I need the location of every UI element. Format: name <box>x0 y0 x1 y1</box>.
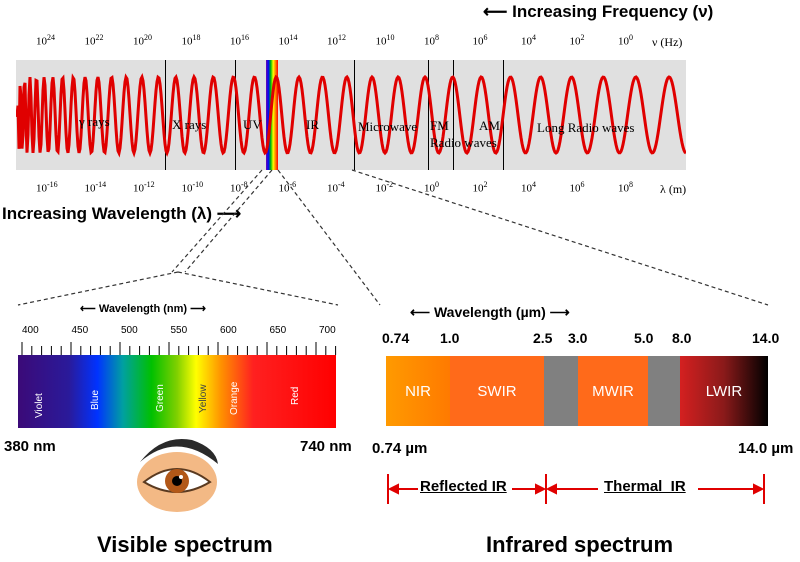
um-tick-3: 3.0 <box>568 330 588 346</box>
mwir-label: MWIR <box>592 382 634 400</box>
wave-tick-1: 10-14 <box>84 180 107 195</box>
uv-label: UV <box>243 117 262 132</box>
wavelength-title: Increasing Wavelength (λ) <box>2 204 213 223</box>
lwir-segment: LWIR <box>680 356 768 426</box>
freq-tick-6: 1012 <box>327 33 346 48</box>
long-radio-waves-label: Long Radio waves <box>537 120 635 135</box>
eye-icon <box>137 438 218 512</box>
fm-label: FM <box>430 118 449 133</box>
wavelength-unit: λ (m) <box>660 182 687 196</box>
visible-caption: Visible spectrum <box>97 532 273 557</box>
freq-tick-4: 1016 <box>230 33 249 48</box>
freq-tick-10: 104 <box>521 33 536 48</box>
wave-tick-8: 100 <box>424 180 439 195</box>
left-arrow-icon: ⟵ <box>410 304 431 320</box>
visible-axis-title: ⟵ Wavelength (nm) ⟶ <box>80 302 206 315</box>
nm-tick-6: 700 <box>319 325 336 336</box>
radio-waves-label: Radio waves <box>430 135 497 150</box>
orange-label: Orange <box>229 381 240 415</box>
visible-right-label: 740 nm <box>300 438 352 455</box>
mwir-segment: MWIR <box>578 356 648 426</box>
wave-tick-12: 108 <box>618 180 633 195</box>
nm-tick-1: 450 <box>71 325 89 336</box>
red-label: Red <box>290 386 301 405</box>
nm-tick-5: 650 <box>269 325 287 336</box>
right-arrow-icon: ⟶ <box>549 304 570 320</box>
wave-tick-9: 102 <box>472 180 488 195</box>
divider-gamma-x <box>165 60 166 170</box>
gap-segment-1 <box>544 356 578 426</box>
x-rays-label: X rays <box>172 117 207 132</box>
divider-fm-am <box>453 60 454 170</box>
freq-tick-2: 1020 <box>133 33 152 48</box>
visible-spectrum-bar <box>18 355 336 428</box>
infrared-right-label: 14.0 µm <box>738 440 794 457</box>
frequency-title: Increasing Frequency (ν) <box>512 2 714 21</box>
left-arrow-icon: ⟵ <box>483 2 508 21</box>
um-tick-1: 1.0 <box>440 330 460 346</box>
infrared-left-label: 0.74 µm <box>372 440 428 457</box>
um-tick-5: 8.0 <box>672 330 692 346</box>
wave-tick-6: 10-4 <box>327 180 345 195</box>
wave-tick-0: 10-16 <box>36 180 58 195</box>
right-arrow-icon: ⟶ <box>190 303 206 315</box>
visible-ruler <box>21 342 337 355</box>
nir-label: NIR <box>405 382 431 400</box>
wavelength-arrow-title: Increasing Wavelength (λ) ⟶ <box>2 204 241 224</box>
freq-tick-1: 1022 <box>84 33 104 48</box>
freq-tick-3: 1018 <box>181 33 201 48</box>
frequency-unit: ν (Hz) <box>652 35 683 49</box>
left-arrow-icon: ⟵ <box>80 303 96 315</box>
nm-tick-2: 500 <box>121 325 138 336</box>
swir-label: SWIR <box>477 382 517 400</box>
um-tick-2: 2.5 <box>533 330 553 346</box>
blue-label: Blue <box>90 389 101 410</box>
nm-tick-3: 550 <box>170 325 188 336</box>
um-tick-4: 5.0 <box>634 330 654 346</box>
wave-tick-7: 10-2 <box>375 180 394 195</box>
right-arrow-icon: ⟶ <box>216 204 242 223</box>
nir-segment: NIR <box>386 356 450 426</box>
freq-tick-5: 1014 <box>278 33 298 48</box>
ir-label: IR <box>306 117 319 132</box>
gap-segment-2 <box>648 356 680 426</box>
freq-tick-0: 1024 <box>36 33 55 48</box>
violet-label: Violet <box>34 393 45 418</box>
wave-tick-2: 10-12 <box>133 180 155 195</box>
freq-tick-12: 100 <box>618 33 633 48</box>
swir-segment: SWIR <box>450 356 544 426</box>
wave-curve <box>16 73 686 158</box>
frequency-arrow-title: ⟵ Increasing Frequency (ν) <box>483 2 713 22</box>
reflected-ir-label: Reflected IR <box>420 478 507 495</box>
lwir-label: LWIR <box>705 382 743 400</box>
freq-tick-8: 108 <box>424 33 439 48</box>
infrared-caption: Infrared spectrum <box>486 532 674 557</box>
divider-micro-fm <box>428 60 429 170</box>
gamma-rays-label: γ rays <box>79 114 110 129</box>
yellow-label: Yellow <box>198 384 209 413</box>
freq-tick-11: 102 <box>569 33 585 48</box>
um-tick-0: 0.74 <box>382 330 410 346</box>
wave-tick-10: 104 <box>521 180 536 195</box>
wave-tick-3: 10-10 <box>181 180 204 195</box>
ir-range-arrows <box>387 474 765 504</box>
green-label: Green <box>155 384 166 412</box>
um-tick-6: 14.0 <box>752 330 780 346</box>
infrared-axis-title: ⟵ Wavelength (µm) ⟶ <box>410 304 570 321</box>
wave-tick-11: 106 <box>569 180 585 195</box>
freq-tick-7: 1010 <box>375 33 395 48</box>
wave-tick-5: 10-6 <box>278 180 297 195</box>
visible-left-label: 380 nm <box>4 438 56 455</box>
nm-tick-0: 400 <box>22 325 39 336</box>
wave-tick-4: 10-8 <box>230 180 248 195</box>
infrared-axis-title-text: Wavelength (µm) <box>433 304 546 320</box>
thermal-ir-label: Thermal IR <box>604 478 686 495</box>
am-label: AM <box>479 118 500 133</box>
freq-tick-9: 106 <box>472 33 488 48</box>
microwave-label: Microwave <box>358 119 418 134</box>
visible-axis-title-text: Wavelength (nm) <box>98 303 188 315</box>
nm-tick-4: 600 <box>220 325 237 336</box>
divider-x-uv <box>235 60 236 170</box>
